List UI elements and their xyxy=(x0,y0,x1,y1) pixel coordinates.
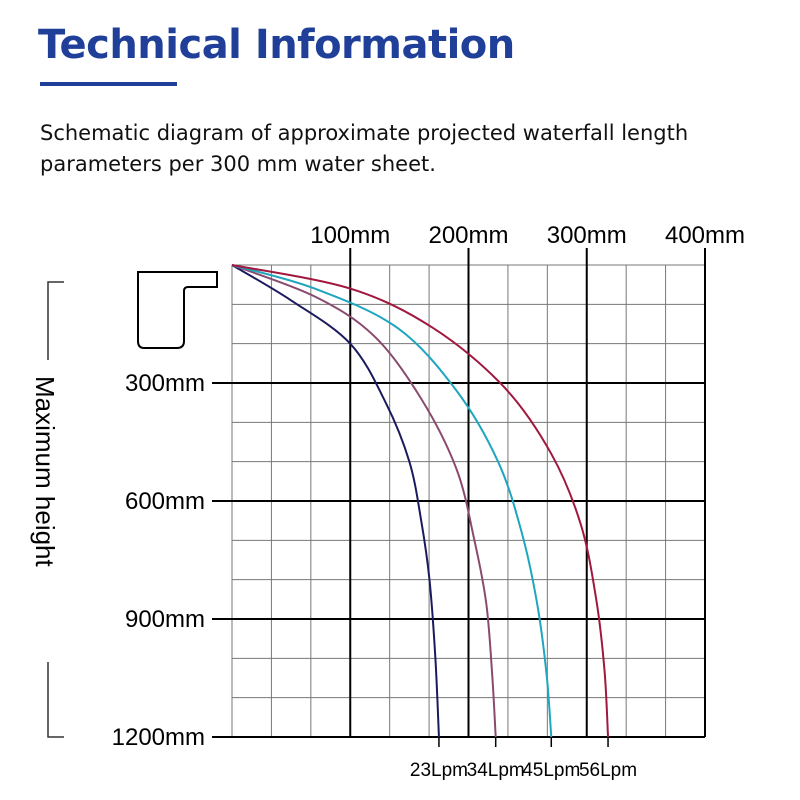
series-label: 45Lpm xyxy=(522,760,580,781)
x-tick-label: 200mm xyxy=(428,222,508,249)
y-tick-label: 300mm xyxy=(125,370,205,397)
series-line xyxy=(231,264,440,738)
y-tick-label: 1200mm xyxy=(112,724,205,751)
y-tick-label: 900mm xyxy=(125,606,205,633)
title-underline xyxy=(40,82,177,86)
series-lines xyxy=(231,264,610,738)
height-bracket xyxy=(47,281,64,738)
y-axis-label: Maximum height xyxy=(30,376,60,568)
x-tick-label: 100mm xyxy=(310,222,390,249)
chart-description: Schematic diagram of approximate project… xyxy=(40,121,689,176)
nozzle-outline-icon xyxy=(137,271,218,349)
axis-ticks: 100mm 200mm 300mm 400mm 300mm 600mm 900mm 1200m… xyxy=(112,222,745,751)
series-label: 56Lpm xyxy=(579,760,637,781)
series-line xyxy=(231,264,497,738)
x-tick-label: 400mm xyxy=(665,222,745,249)
page-title: Technical Information xyxy=(38,22,515,68)
series-line xyxy=(231,264,610,738)
series-label: 23Lpm xyxy=(410,760,468,781)
y-tick-label: 600mm xyxy=(125,488,205,515)
x-tick-label: 300mm xyxy=(547,222,627,249)
series-line xyxy=(231,264,553,738)
series-label: 34Lpm xyxy=(467,760,525,781)
